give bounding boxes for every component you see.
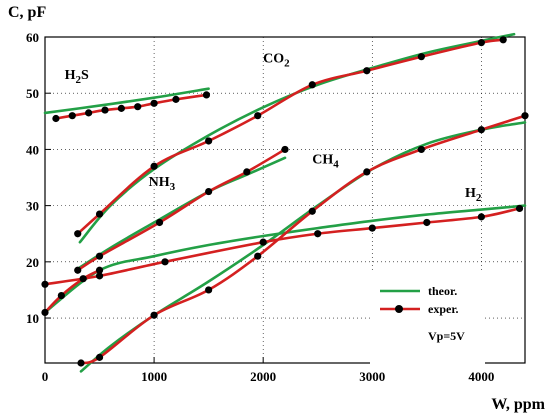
h2-exper-point (314, 230, 322, 238)
y-tick-label: 40 (26, 142, 39, 157)
y-tick-label: 30 (26, 199, 39, 214)
ch4-exper-point (205, 286, 213, 294)
legend-theor-label: theor. (428, 284, 457, 298)
co2-exper-point (95, 210, 104, 218)
series-layer (41, 32, 529, 373)
label-ch4: CH4 (312, 152, 339, 170)
h2-low-exper-point (57, 291, 65, 300)
h2-low-exper-point (41, 308, 49, 317)
co2-exper-point (477, 39, 485, 47)
co2-exper-point (150, 162, 158, 170)
co2-exper-point (254, 112, 262, 120)
nh3-exper-point (281, 145, 289, 154)
co2-exper-point (74, 230, 82, 238)
h2-exper-point (423, 218, 431, 227)
h2-exper-point (477, 213, 485, 221)
ch4-exper-point (363, 168, 371, 176)
ch4-exper-point (308, 207, 316, 215)
h2s-exper-line (54, 93, 208, 120)
ch4-exper-point (150, 311, 158, 319)
ch4-exper-point (254, 252, 262, 260)
h2s-exper-point (150, 99, 158, 107)
co2-exper-point (363, 67, 371, 75)
h2-exper-point (95, 272, 104, 280)
h2-exper-point (515, 204, 524, 213)
h2s-exper-point (101, 106, 109, 114)
ch4-exper-point (477, 126, 485, 134)
tick-labels: 10 20 30 40 50 60 0 1000 2000 3000 4000 (26, 30, 494, 384)
h2-low-exper-point (79, 275, 87, 283)
ch4-exper-point (77, 359, 85, 367)
h2-exper-point (41, 280, 49, 288)
h2s-exper-point (202, 91, 211, 99)
legend-note: Vp=5V (428, 329, 465, 343)
nh3-exper-point (74, 266, 82, 274)
ch4-exper-point (417, 145, 425, 154)
h2-exper-point (368, 224, 376, 232)
h2-exper-point (259, 238, 267, 246)
co2-exper-point (499, 36, 507, 44)
co2-exper-point (308, 81, 316, 89)
nh3-exper-point (155, 218, 164, 227)
y-tick-label: 60 (26, 30, 39, 45)
plot-frame (44, 36, 526, 364)
h2-exper-point (161, 258, 169, 266)
x-tick-label: 2000 (250, 369, 276, 384)
h2s-exper-point (52, 114, 60, 123)
y-tick-label: 10 (26, 311, 39, 326)
legend-box (370, 270, 485, 366)
x-axis-title: W, ppm (491, 396, 545, 413)
x-tick-label: 0 (42, 369, 49, 384)
h2s-exper-point (117, 104, 125, 112)
co2-exper-point (417, 53, 425, 61)
label-h2: H2 (465, 186, 482, 204)
nh3-exper-point (243, 168, 251, 176)
co2-exper-line (76, 38, 505, 235)
co2-exper-point (205, 137, 213, 145)
y-tick-label: 20 (26, 255, 39, 270)
h2s-exper-point (134, 103, 142, 111)
ch4-exper-point (95, 353, 104, 361)
x-tick-label: 1000 (141, 369, 167, 384)
ch4-exper-point (521, 112, 529, 120)
h2-low-exper-line (43, 269, 101, 314)
label-h2s: H2S (65, 68, 89, 86)
h2s-exper-point (172, 95, 180, 103)
x-tick-label: 3000 (359, 369, 385, 384)
y-axis-title: C, pF (8, 4, 46, 21)
h2-exper-line (43, 207, 521, 286)
ch4-exper-line (79, 114, 527, 365)
nh3-exper-point (205, 187, 213, 196)
label-nh3: NH3 (149, 175, 176, 193)
y-tick-label: 50 (26, 86, 39, 101)
legend-exper-marker (395, 305, 403, 313)
legend-exper-label: exper. (428, 302, 459, 316)
h2s-exper-point (68, 112, 76, 120)
label-co2: CO2 (263, 51, 290, 69)
nh3-exper-point (95, 252, 104, 260)
gas-labels: H2S CO2 NH3 CH4 H2 (65, 51, 482, 204)
h2s-theor-line (43, 87, 210, 115)
legend: theor. exper. Vp=5V (370, 270, 485, 366)
h2-low-exper-point (95, 266, 104, 274)
x-tick-label: 4000 (468, 369, 494, 384)
h2s-exper-point (85, 109, 93, 117)
